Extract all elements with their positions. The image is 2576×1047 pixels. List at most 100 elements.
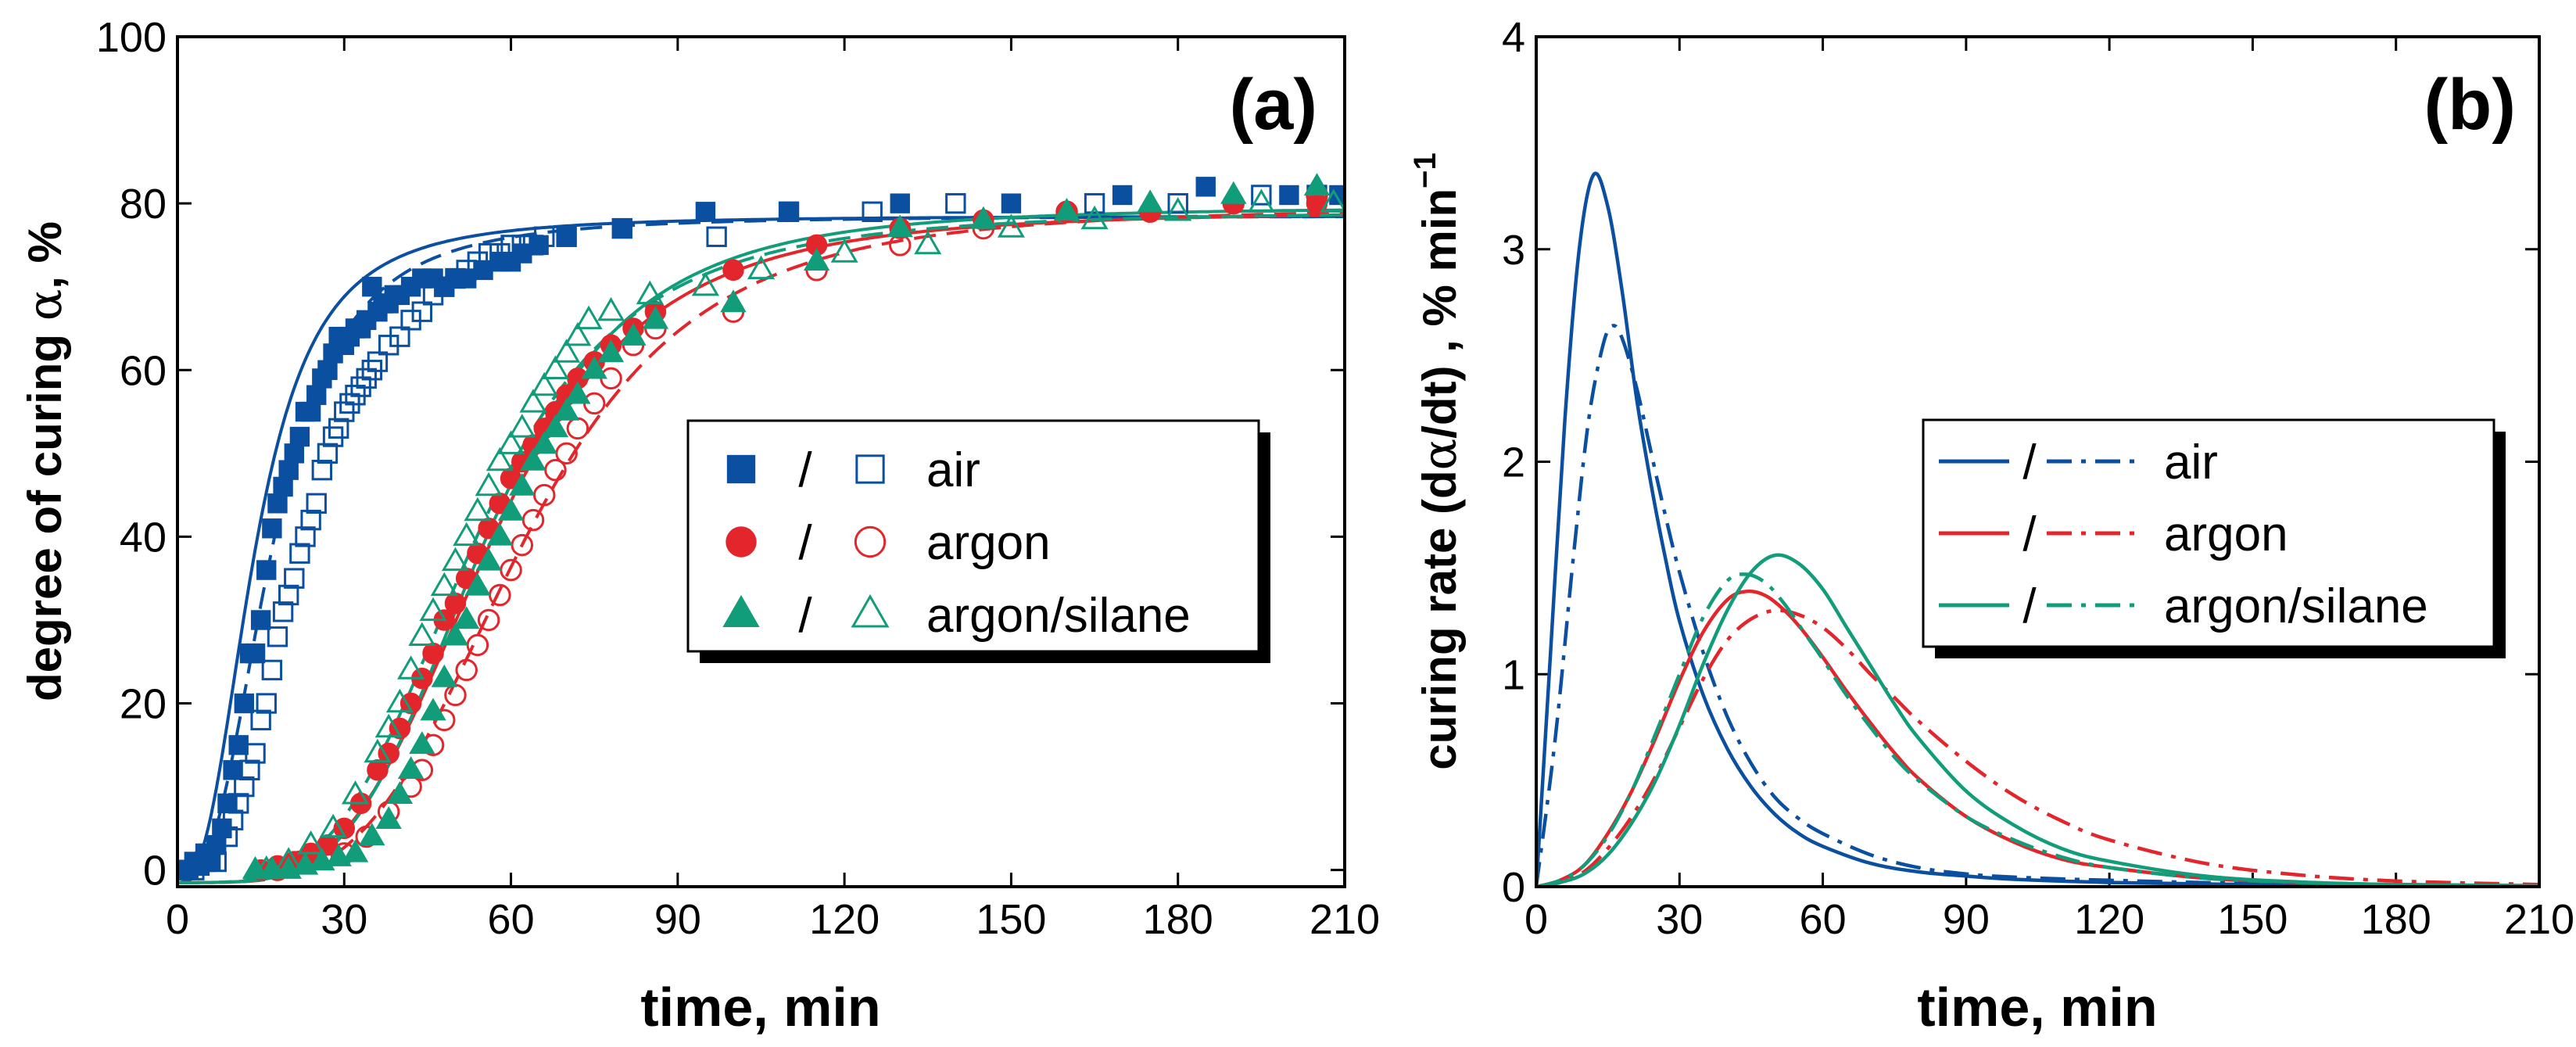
chart-a-point [289,543,310,564]
chart-a-xtick-label: 180 [1143,896,1213,943]
chart-b-xtick-label: 180 [2361,896,2431,943]
chart-a-point [695,202,716,222]
chart-a-point [261,659,283,681]
chart-b-xtick-label: 120 [2074,896,2144,943]
chart-b-ytick-label: 1 [1502,651,1525,698]
chart-a-point [386,780,414,804]
chart-a-point [862,201,883,222]
chart-b-ytick-label: 0 [1502,864,1525,911]
chart-a-point [341,780,370,805]
chart-a-point [399,692,422,715]
chart-b-series-line [1536,608,2539,887]
chart-a-point [274,847,303,871]
chart-b-legend-label: air [2164,436,2218,489]
chart-a-point [362,277,382,297]
chart-a-point [553,339,581,363]
chart-a-point [706,226,727,247]
chart-a-point [553,397,580,421]
chart-a-point [1220,181,1247,204]
chart-a-point [466,633,489,657]
chart-a-point [581,356,607,379]
chart-a-point [1112,185,1133,206]
chart-a-point [397,655,425,679]
chart-a-point [1195,177,1216,197]
chart-a-point [300,509,321,531]
chart-a-point [430,572,458,597]
chart-b-xtick-label: 0 [1524,896,1548,943]
chart-a-point [300,401,321,422]
chart-a-point [1303,173,1331,196]
chart-a-point [519,389,547,413]
chart-a-point [747,255,776,280]
chart-a-point [278,584,299,606]
chart-a: 0 30 60 90 120 150 180 210 0 20 40 60 80 100 (a) time… [18,14,1380,1038]
chart-a-point [779,202,799,222]
chart-a-point [970,206,997,229]
chart-b-frame [1535,35,2541,888]
chart-b-lines [1536,171,2539,887]
chart-a-point [830,238,858,263]
chart-a-legend-label: argon/silane [926,589,1191,643]
chart-a-point [1167,192,1188,214]
chart-a-point [319,813,347,838]
chart-a-point [556,226,577,247]
chart-a-point [234,776,255,798]
chart-a-point [297,830,325,855]
chart-a-point [530,371,558,396]
chart-a-point [997,213,1026,238]
chart-a-point [431,664,457,687]
chart-a-point [253,855,281,880]
chart-a-point [311,459,333,481]
chart-a-frame [176,35,1346,888]
chart-a-markers [177,173,1345,881]
chart-a-point [620,322,647,346]
chart-a-point [317,443,339,464]
chart-a-point [541,355,569,379]
chart-a-ylabel-main: degree of curing [19,321,71,701]
chart-a-point [611,217,632,239]
chart-a-point [642,306,669,329]
chart-a-point [441,547,469,572]
chart-a-point [1251,185,1272,206]
chart-a-point [389,717,411,740]
chart-a-point [890,193,910,213]
chart-a-point [408,622,436,646]
chart-b: 0 30 60 90 120 150 180 210 0 1 2 3 4 (b) time, min c… [1408,14,2574,1038]
chart-a-ytick-label: 80 [120,181,167,228]
chart-a-point [217,793,238,814]
chart-b-legend-rows: / air / argon / argon/silane [1939,436,2428,633]
chart-b-xlabel: time, min [1917,977,2157,1038]
chart-a-point [317,360,338,380]
chart-b-series-line [1536,553,2539,887]
chart-a-point [419,597,447,622]
chart-a-xtick-label: 60 [488,896,535,943]
chart-b-legend-box [1922,418,2495,648]
chart-a-point [250,709,271,731]
chart-a-point [1247,188,1275,213]
chart-a-point [267,493,288,514]
chart-a-point [267,626,288,647]
chart-a-point [475,547,502,571]
chart-a-point [306,385,327,405]
chart-a-point [500,235,521,256]
chart-a-point [375,805,402,829]
chart-b-ytick-label: 3 [1502,227,1525,274]
chart-a-ytick-label: 100 [96,14,167,61]
chart-a-point [385,688,414,713]
chart-b-xtick-label: 150 [2217,896,2288,943]
chart-a-point [566,417,589,440]
chart-a-legend-marker-filled [726,454,756,484]
chart-a-point [378,742,399,765]
chart-a-point [531,431,557,454]
chart-a-point [256,560,277,580]
chart-b-ytick-label: 4 [1502,14,1525,61]
chart-a-point [534,226,555,247]
chart-a-legend-label: argon [926,516,1051,570]
chart-b-series-line [1536,171,2539,887]
chart-a-xtick-label: 120 [809,896,880,943]
chart-a-point [195,851,216,873]
chart-a-point [284,568,305,589]
chart-b-legend-separator: / [2022,507,2037,561]
chart-a-point [455,658,478,682]
chart-a-point [306,493,327,514]
